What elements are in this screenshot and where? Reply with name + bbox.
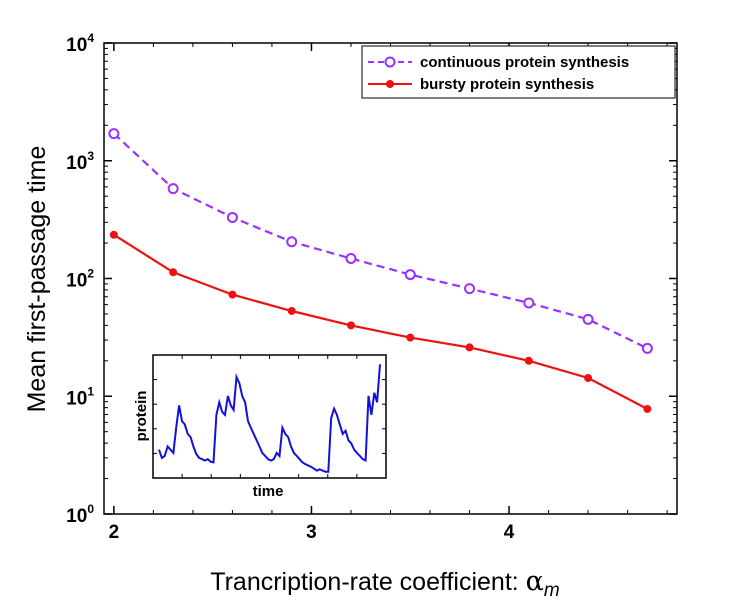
legend-box — [361, 45, 676, 99]
x-tick-label: 3 — [306, 522, 317, 543]
y-tick-label: 102 — [66, 267, 94, 292]
data-point-bursty — [465, 343, 474, 352]
series-line-continuous — [113, 132, 648, 350]
data-point-continuous — [523, 297, 535, 309]
inset-protein-trace — [158, 364, 381, 473]
data-point-continuous — [226, 211, 238, 223]
data-point-bursty — [524, 356, 533, 365]
legend-marker-bursty — [386, 80, 394, 88]
legend-label-bursty: bursty protein synthesis — [420, 76, 594, 93]
y-tick-label-base: 10 — [66, 506, 87, 527]
legend-marker-continuous — [384, 56, 396, 68]
y-tick-label-base: 10 — [66, 271, 87, 292]
y-axis-title: Mean first-passage time — [23, 146, 51, 413]
data-point-bursty — [109, 230, 118, 239]
x-axis-title-subscript: m — [544, 580, 560, 601]
x-tick-label: 2 — [109, 522, 120, 543]
y-tick-label: 100 — [66, 502, 94, 527]
y-tick-label-base: 10 — [66, 35, 87, 56]
data-point-continuous — [167, 183, 179, 195]
data-point-continuous — [404, 269, 416, 281]
y-tick-label-base: 10 — [66, 153, 87, 174]
data-point-bursty — [584, 373, 593, 382]
data-point-bursty — [169, 268, 178, 277]
series-layer — [108, 128, 653, 413]
y-tick-label: 101 — [66, 384, 94, 409]
data-point-continuous — [345, 252, 357, 264]
x-tick-label: 4 — [504, 522, 515, 543]
data-point-bursty — [228, 290, 237, 299]
y-tick-label: 104 — [66, 31, 94, 56]
data-point-bursty — [287, 306, 296, 315]
inset-ticks — [153, 355, 386, 478]
data-point-continuous — [582, 313, 594, 325]
x-axis-title: Trancription-rate coefficient: αm — [210, 566, 559, 601]
inset-xlabel: time — [253, 483, 284, 500]
inset-ylabel: protein — [133, 391, 150, 442]
data-point-continuous — [108, 128, 120, 140]
data-point-bursty — [406, 333, 415, 342]
legend: continuous protein synthesis bursty prot… — [361, 45, 676, 99]
y-tick-label: 103 — [66, 149, 94, 174]
data-point-bursty — [643, 404, 652, 413]
y-tick-label-exponent: 0 — [87, 502, 94, 516]
inset: protein time — [133, 354, 387, 500]
data-point-continuous — [286, 236, 298, 248]
y-tick-label-exponent: 1 — [87, 384, 94, 398]
data-point-continuous — [641, 342, 653, 354]
x-axis-title-text: Trancription-rate coefficient: — [210, 568, 525, 596]
legend-label-continuous: continuous protein synthesis — [420, 54, 629, 71]
data-point-bursty — [346, 321, 355, 330]
x-axis-title-symbol: α — [526, 566, 544, 597]
series-line-bursty — [113, 233, 648, 410]
y-tick-label-exponent: 3 — [87, 149, 94, 163]
x-axis: 2 3 4 — [109, 43, 668, 543]
y-tick-label-exponent: 4 — [87, 31, 94, 45]
y-tick-label-base: 10 — [66, 388, 87, 409]
y-tick-label-exponent: 2 — [87, 267, 94, 281]
data-point-continuous — [464, 283, 476, 295]
